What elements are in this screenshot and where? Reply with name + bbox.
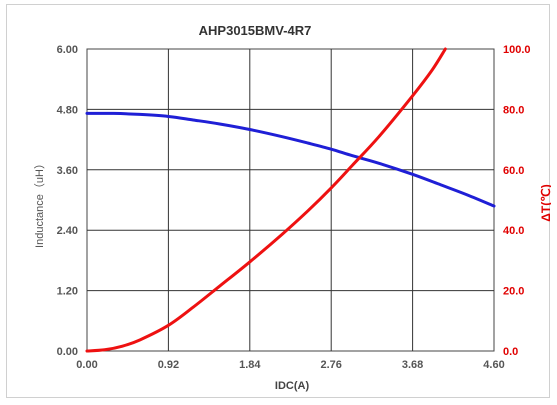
y-tick-label: 2.40 [57,225,78,237]
x-tick-label: 1.84 [239,359,261,371]
series-layer [85,47,496,353]
x-tick-label: 3.68 [402,359,423,371]
y2-axis-label: ΔT(℃) [539,184,551,221]
grid [86,48,495,352]
y-tick-label: 4.80 [57,104,78,116]
temperature-rise-line [85,47,447,353]
chart-frame: AHP3015BMV-4R7 0.00 0.92 1.84 2.76 3.68 4.60 … [6,4,551,398]
y-tick-label: 1.20 [57,286,78,298]
x-tick-label: 0.92 [158,359,179,371]
y-axis-ticks: 0.00 1.20 2.40 3.60 4.80 6.00 [57,44,78,358]
x-tick-label: 0.00 [76,359,97,371]
chart-title: AHP3015BMV-4R7 [199,23,312,38]
y2-tick-label: 0.0 [503,346,518,358]
inductance-line [85,111,496,208]
y-tick-label: 0.00 [57,346,78,358]
plot-area-border [86,48,495,352]
y2-tick-label: 80.0 [503,104,524,116]
y2-tick-label: 20.0 [503,286,524,298]
x-axis-ticks: 0.00 0.92 1.84 2.76 3.68 4.60 [76,359,504,371]
x-axis-label: IDC(A) [275,380,310,392]
y-tick-label: 6.00 [57,44,78,56]
x-tick-label: 2.76 [320,359,341,371]
y2-tick-label: 100.0 [503,44,531,56]
x-tick-label: 4.60 [483,359,504,371]
y-axis-label: Inductance（uH） [33,158,46,248]
y2-tick-label: 40.0 [503,225,524,237]
inductance-temperature-chart: AHP3015BMV-4R7 0.00 0.92 1.84 2.76 3.68 4.60 … [33,23,551,392]
y2-axis-ticks: 0.0 20.0 40.0 60.0 80.0 100.0 [503,44,531,358]
y-tick-label: 3.60 [57,165,78,177]
y2-tick-label: 60.0 [503,165,524,177]
